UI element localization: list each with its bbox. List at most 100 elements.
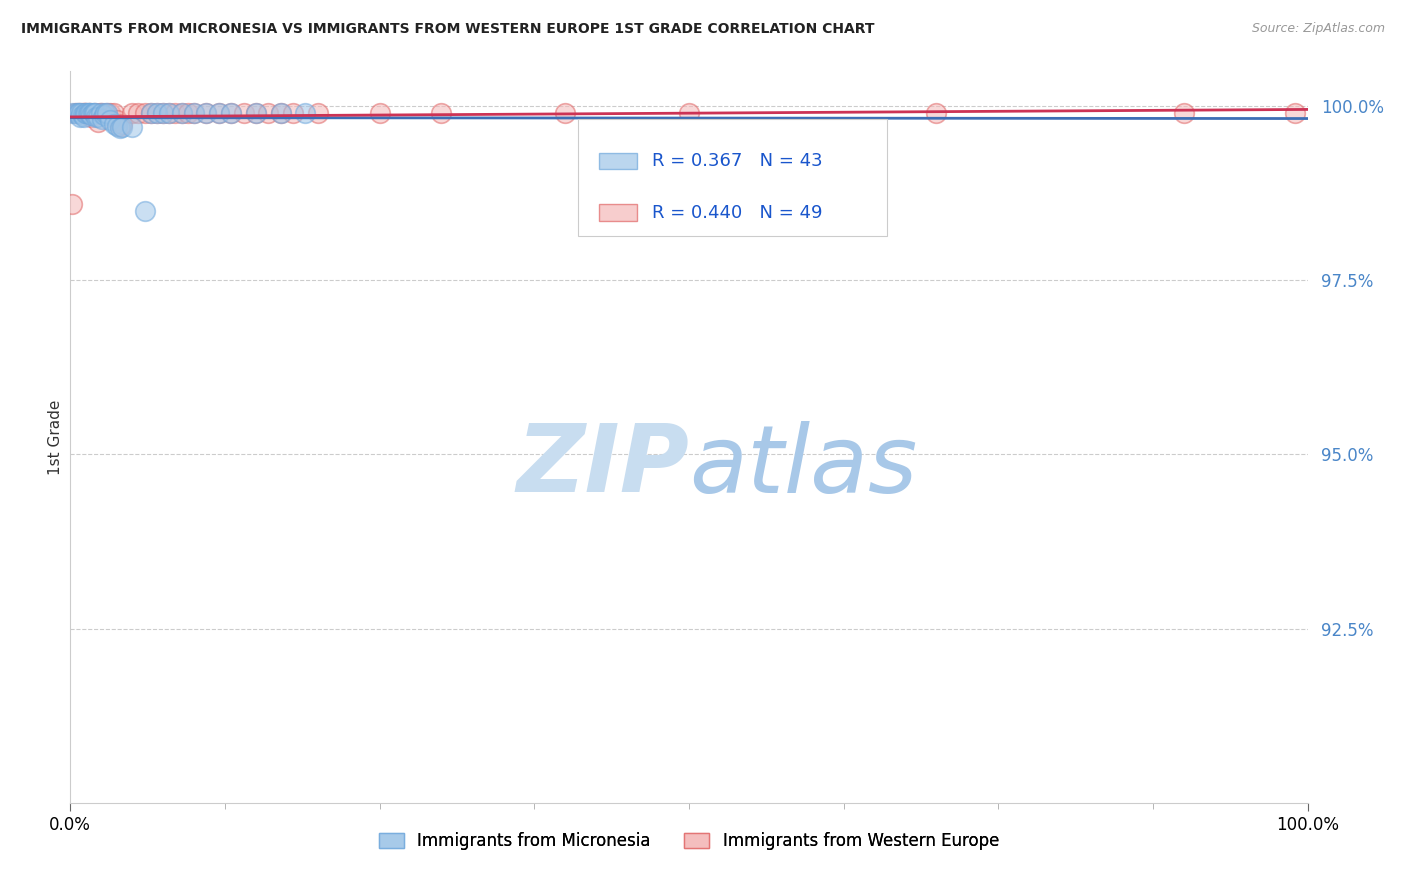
Point xyxy=(76,106,98,120)
Point xyxy=(60,196,83,211)
Point xyxy=(65,106,87,120)
Point xyxy=(65,106,87,120)
Point xyxy=(294,106,316,120)
Point xyxy=(281,106,304,120)
Point xyxy=(368,106,391,120)
Point xyxy=(195,106,218,120)
Point xyxy=(170,106,193,120)
Point xyxy=(86,110,108,124)
Point xyxy=(111,120,134,134)
Point xyxy=(98,113,121,128)
Point xyxy=(270,106,292,120)
Point xyxy=(96,106,118,120)
Point xyxy=(430,106,453,120)
Point xyxy=(208,106,231,120)
Point xyxy=(152,106,174,120)
Point xyxy=(165,106,187,120)
Bar xyxy=(599,204,637,220)
Point xyxy=(219,106,242,120)
Point xyxy=(84,110,107,124)
Point xyxy=(177,106,200,120)
Point xyxy=(82,107,104,121)
Point xyxy=(105,119,128,133)
Point xyxy=(89,106,111,120)
Point xyxy=(183,106,205,120)
Point xyxy=(75,106,97,120)
Point xyxy=(72,106,94,120)
Point xyxy=(60,106,83,120)
Point xyxy=(73,106,96,120)
Point xyxy=(91,106,114,120)
Point xyxy=(157,106,180,120)
Point xyxy=(245,106,267,120)
Point xyxy=(1284,106,1306,120)
Point xyxy=(134,106,156,120)
Legend: Immigrants from Micronesia, Immigrants from Western Europe: Immigrants from Micronesia, Immigrants f… xyxy=(373,825,1005,856)
Y-axis label: 1st Grade: 1st Grade xyxy=(48,400,63,475)
Point xyxy=(82,106,104,120)
Point xyxy=(195,106,218,120)
Point xyxy=(79,106,101,120)
Text: ZIP: ZIP xyxy=(516,420,689,512)
Point xyxy=(75,106,97,120)
Point xyxy=(66,106,89,120)
Point xyxy=(72,107,94,121)
Point xyxy=(67,106,90,120)
Point xyxy=(77,106,100,120)
Point xyxy=(66,106,89,120)
Point xyxy=(84,106,107,120)
FancyBboxPatch shape xyxy=(578,119,887,235)
Point xyxy=(925,106,948,120)
Text: atlas: atlas xyxy=(689,421,917,512)
Point xyxy=(157,106,180,120)
Text: Source: ZipAtlas.com: Source: ZipAtlas.com xyxy=(1251,22,1385,36)
Point xyxy=(83,106,105,120)
Point xyxy=(98,106,121,120)
Point xyxy=(93,107,115,121)
Point xyxy=(108,119,131,133)
Point xyxy=(69,106,91,120)
Point xyxy=(80,110,103,124)
Point xyxy=(245,106,267,120)
Point xyxy=(79,106,101,120)
Point xyxy=(75,106,97,120)
Point xyxy=(86,114,108,128)
Point xyxy=(70,106,93,120)
Point xyxy=(1173,106,1195,120)
Point xyxy=(307,106,329,120)
Point xyxy=(208,106,231,120)
Point xyxy=(139,106,162,120)
Text: R = 0.440   N = 49: R = 0.440 N = 49 xyxy=(651,203,823,221)
Point xyxy=(94,106,117,120)
Point xyxy=(139,106,162,120)
Point xyxy=(69,110,91,124)
Text: IMMIGRANTS FROM MICRONESIA VS IMMIGRANTS FROM WESTERN EUROPE 1ST GRADE CORRELATI: IMMIGRANTS FROM MICRONESIA VS IMMIGRANTS… xyxy=(21,22,875,37)
Point xyxy=(73,110,96,124)
Text: R = 0.367   N = 43: R = 0.367 N = 43 xyxy=(651,152,823,170)
Point xyxy=(257,106,280,120)
Point xyxy=(134,203,156,218)
Point xyxy=(108,121,131,136)
Point xyxy=(96,106,118,120)
Point xyxy=(183,106,205,120)
Point xyxy=(105,113,128,128)
Point xyxy=(219,106,242,120)
Point xyxy=(232,106,254,120)
Point xyxy=(170,106,193,120)
Point xyxy=(127,106,149,120)
Point xyxy=(146,106,169,120)
Point xyxy=(111,117,134,131)
Point xyxy=(270,106,292,120)
Point xyxy=(678,106,700,120)
Point xyxy=(75,106,97,120)
Bar xyxy=(599,153,637,169)
Point xyxy=(121,106,143,120)
Point xyxy=(77,106,100,120)
Point xyxy=(80,107,103,121)
Point xyxy=(103,117,125,131)
Point xyxy=(554,106,576,120)
Point xyxy=(84,106,107,120)
Point xyxy=(146,106,169,120)
Point xyxy=(90,106,112,120)
Point xyxy=(152,106,174,120)
